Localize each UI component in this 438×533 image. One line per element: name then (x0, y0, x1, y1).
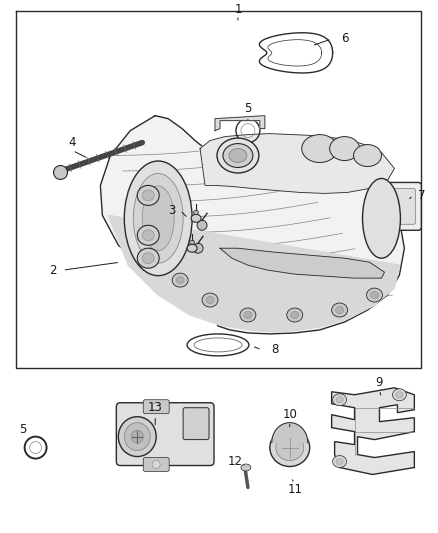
Ellipse shape (133, 173, 183, 263)
Ellipse shape (363, 179, 400, 258)
Polygon shape (215, 116, 265, 131)
Ellipse shape (193, 243, 203, 253)
Ellipse shape (187, 244, 197, 252)
Text: 8: 8 (271, 343, 279, 357)
Ellipse shape (206, 296, 214, 304)
Polygon shape (332, 388, 414, 474)
Ellipse shape (131, 430, 143, 443)
Ellipse shape (223, 143, 253, 167)
Ellipse shape (197, 220, 207, 230)
Ellipse shape (137, 185, 159, 205)
FancyBboxPatch shape (381, 182, 421, 230)
FancyBboxPatch shape (386, 189, 415, 224)
Polygon shape (108, 215, 399, 332)
Ellipse shape (302, 135, 338, 163)
Ellipse shape (190, 240, 194, 244)
Ellipse shape (332, 456, 346, 467)
Ellipse shape (332, 303, 348, 317)
Ellipse shape (152, 403, 160, 411)
Ellipse shape (240, 308, 256, 322)
Ellipse shape (124, 161, 192, 276)
Text: 2: 2 (49, 264, 57, 277)
FancyBboxPatch shape (117, 403, 214, 465)
Text: 10: 10 (283, 408, 297, 421)
Ellipse shape (244, 311, 252, 319)
Polygon shape (100, 116, 404, 334)
Text: 12: 12 (227, 455, 243, 468)
Ellipse shape (336, 458, 343, 465)
Ellipse shape (217, 138, 259, 173)
Ellipse shape (229, 149, 247, 163)
Polygon shape (200, 134, 395, 193)
Text: 3: 3 (169, 204, 176, 217)
Ellipse shape (137, 225, 159, 245)
Ellipse shape (142, 186, 174, 251)
Text: 1: 1 (234, 3, 242, 15)
Text: 7: 7 (417, 189, 425, 202)
Ellipse shape (330, 136, 360, 160)
Ellipse shape (270, 429, 310, 466)
Ellipse shape (142, 253, 154, 264)
Polygon shape (220, 248, 385, 278)
Ellipse shape (137, 248, 159, 268)
Ellipse shape (336, 397, 343, 403)
Ellipse shape (396, 392, 403, 398)
Ellipse shape (124, 423, 150, 450)
Ellipse shape (194, 211, 198, 214)
Text: 5: 5 (244, 102, 251, 115)
Ellipse shape (142, 190, 154, 201)
Ellipse shape (392, 389, 406, 401)
FancyBboxPatch shape (143, 457, 169, 472)
Text: 5: 5 (19, 423, 26, 436)
Ellipse shape (202, 293, 218, 307)
Ellipse shape (142, 230, 154, 241)
Ellipse shape (367, 288, 382, 302)
Ellipse shape (276, 434, 304, 461)
Polygon shape (272, 423, 308, 442)
Ellipse shape (118, 417, 156, 457)
Ellipse shape (353, 144, 381, 166)
Text: 4: 4 (69, 136, 76, 149)
Ellipse shape (371, 292, 378, 298)
Ellipse shape (172, 273, 188, 287)
Text: 6: 6 (341, 33, 348, 45)
Text: 13: 13 (148, 401, 162, 414)
FancyBboxPatch shape (143, 400, 169, 414)
FancyBboxPatch shape (183, 408, 209, 440)
Ellipse shape (336, 306, 343, 313)
Ellipse shape (176, 277, 184, 284)
Ellipse shape (241, 464, 251, 471)
Ellipse shape (287, 308, 303, 322)
Text: 11: 11 (287, 483, 302, 496)
Ellipse shape (152, 461, 160, 469)
Ellipse shape (53, 166, 67, 180)
Text: 9: 9 (376, 376, 383, 389)
Ellipse shape (332, 394, 346, 406)
Ellipse shape (191, 214, 201, 222)
Ellipse shape (291, 311, 299, 319)
